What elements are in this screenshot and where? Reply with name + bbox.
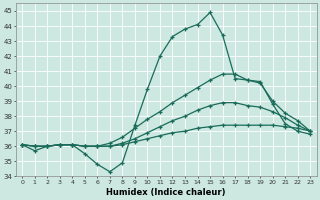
X-axis label: Humidex (Indice chaleur): Humidex (Indice chaleur) <box>107 188 226 197</box>
